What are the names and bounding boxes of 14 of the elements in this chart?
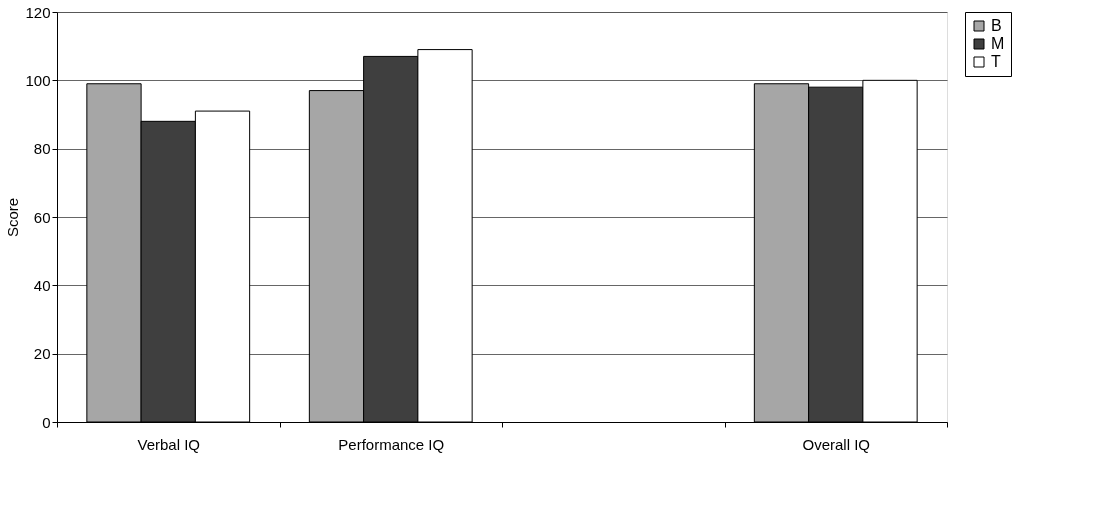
x-tick-label: Verbal IQ [137,435,201,453]
legend-label: M [991,35,1005,52]
y-tick-label: 40 [33,276,51,294]
y-tick-label: 60 [33,208,51,226]
x-tick-label: Overall IQ [802,435,871,453]
legend-label: T [991,53,1001,70]
legend-label: B [991,17,1002,34]
y-tick-label: 100 [25,71,51,89]
x-tick-label: Performance IQ [338,435,445,453]
y-axis-title: Score [4,197,22,238]
y-tick-label: 20 [33,345,51,363]
y-tick-label: 80 [33,140,51,158]
y-tick-label: 120 [25,3,51,21]
y-tick-label: 0 [42,413,51,431]
